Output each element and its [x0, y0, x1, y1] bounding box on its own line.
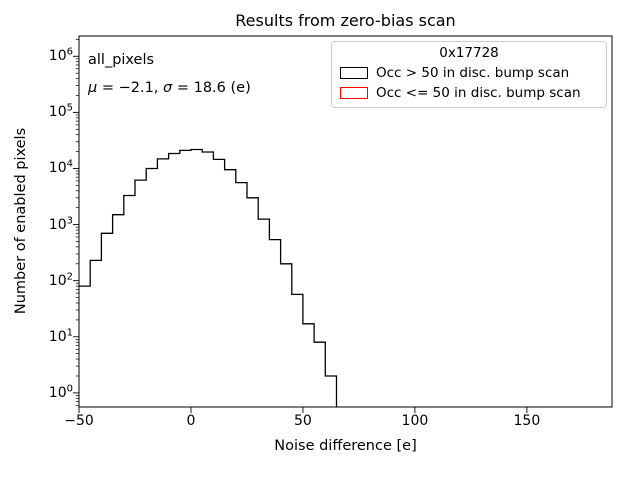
x-axis-label: Noise difference [e]: [274, 438, 417, 454]
x-tick-label: 150: [513, 413, 541, 429]
legend-title: 0x17728: [439, 45, 499, 61]
mu-symbol: μ: [88, 80, 98, 96]
legend-entry-occ-gt50: Occ > 50 in disc. bump scan: [340, 63, 598, 83]
sigma-symbol: σ: [163, 80, 173, 96]
x-tick-label: 0: [186, 413, 196, 429]
chart-title: Results from zero-bias scan: [235, 11, 456, 30]
legend-entry-label: Occ <= 50 in disc. bump scan: [376, 85, 581, 101]
legend-entry-label: Occ > 50 in disc. bump scan: [376, 65, 570, 81]
sigma-value: = 18.6 (e): [172, 80, 251, 96]
axes-spines: [78, 35, 613, 408]
y-axis-label: Number of enabled pixels: [13, 127, 29, 315]
y-tick-label: 101: [48, 327, 73, 345]
histogram-step-series: [79, 148, 338, 407]
legend-entry-occ-le50: Occ <= 50 in disc. bump scan: [340, 83, 598, 103]
y-tick-label: 102: [48, 270, 73, 289]
y-tick-label: 105: [48, 102, 73, 121]
y-tick-label: 104: [48, 158, 73, 177]
y-tick-label: 106: [48, 46, 73, 65]
stats-annotation: all_pixels μ = −2.1, σ = 18.6 (e): [88, 46, 251, 102]
mu-value: = −2.1,: [97, 80, 164, 96]
legend-patch-black-icon: [340, 67, 368, 79]
y-tick-label: 103: [48, 214, 73, 233]
x-tick-label: 50: [294, 413, 312, 429]
y-tick-label: 100: [48, 383, 73, 401]
annotation-stats-line: μ = −2.1, σ = 18.6 (e): [88, 74, 251, 102]
x-tick-label: −50: [64, 413, 94, 429]
x-tick-label: 100: [401, 413, 429, 429]
legend: 0x17728 Occ > 50 in disc. bump scan Occ …: [331, 41, 607, 108]
legend-patch-red-icon: [340, 87, 368, 99]
annotation-dataset-label: all_pixels: [88, 52, 155, 68]
